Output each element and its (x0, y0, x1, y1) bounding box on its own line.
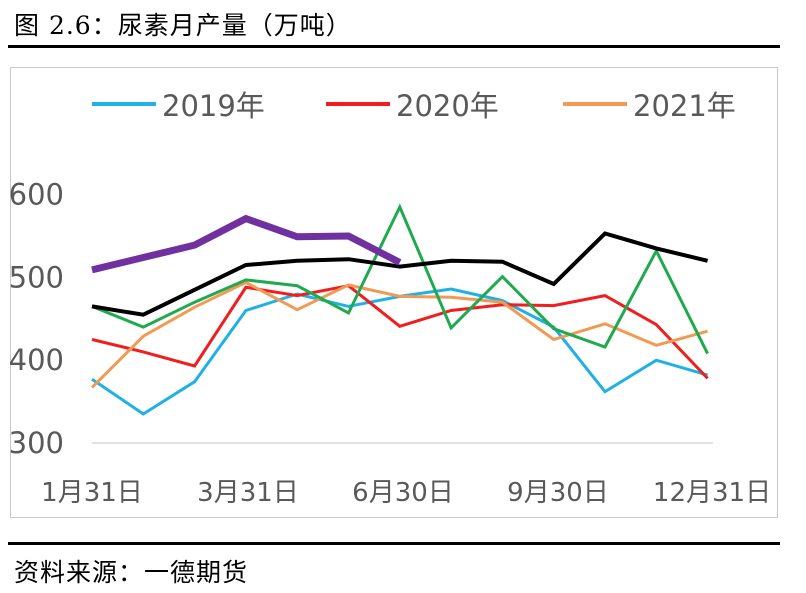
x-tick-label: 12月31日 (653, 478, 771, 508)
legend-label-2019: 2019年 (162, 89, 265, 123)
source-rule (8, 542, 780, 545)
chart-frame (10, 67, 778, 518)
legend-item-2019: 2019年 (92, 84, 265, 124)
y-tick-label: 300 (9, 426, 64, 460)
y-tick-label: 500 (9, 260, 64, 294)
x-tick-label: 9月30日 (507, 478, 609, 508)
series-line-3 (90, 280, 708, 389)
chart-legend: 2019年 2020年 2021年 (0, 84, 806, 124)
source-note: 资料来源：一德期货 (14, 558, 249, 587)
figure-title: 图 2.6：尿素月产量（万吨） (14, 11, 352, 40)
x-tick-label: 6月30日 (352, 478, 454, 508)
series-line-2 (91, 284, 709, 380)
y-tick-label: 600 (9, 178, 64, 212)
legend-swatch-2019 (92, 102, 156, 106)
series-line-5 (91, 231, 709, 317)
series-line-4 (91, 203, 709, 355)
y-tick-label: 400 (9, 343, 64, 377)
legend-item-2021: 2021年 (563, 84, 736, 124)
x-tick-label: 1月31日 (41, 478, 143, 508)
series-line-6 (91, 214, 402, 274)
legend-label-2021: 2021年 (633, 89, 736, 123)
legend-swatch-2021 (563, 102, 627, 106)
title-rule (8, 45, 780, 48)
legend-item-2020: 2020年 (326, 84, 499, 124)
x-tick-label: 3月31日 (197, 478, 299, 508)
legend-label-2020: 2020年 (396, 89, 499, 123)
legend-swatch-2020 (326, 102, 390, 106)
